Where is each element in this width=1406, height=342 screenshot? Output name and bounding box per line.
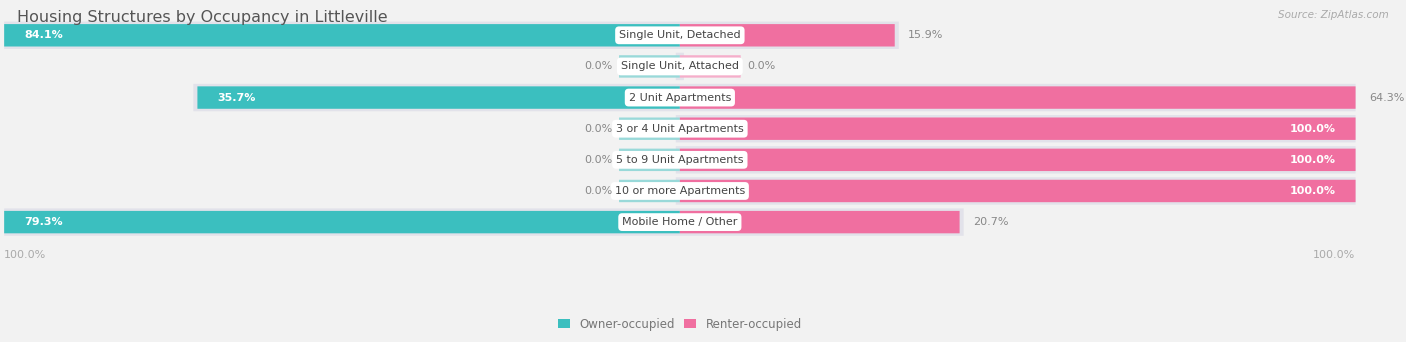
FancyBboxPatch shape — [194, 84, 1355, 111]
FancyBboxPatch shape — [4, 22, 898, 49]
Text: 100.0%: 100.0% — [1289, 155, 1336, 165]
Text: 0.0%: 0.0% — [583, 186, 612, 196]
FancyBboxPatch shape — [619, 55, 681, 78]
Text: 15.9%: 15.9% — [908, 30, 943, 40]
Text: 5 to 9 Unit Apartments: 5 to 9 Unit Apartments — [616, 155, 744, 165]
Text: 35.7%: 35.7% — [218, 93, 256, 103]
Text: 100.0%: 100.0% — [1313, 250, 1355, 260]
FancyBboxPatch shape — [681, 87, 1355, 109]
Legend: Owner-occupied, Renter-occupied: Owner-occupied, Renter-occupied — [554, 313, 807, 335]
FancyBboxPatch shape — [4, 24, 681, 47]
Text: Housing Structures by Occupancy in Littleville: Housing Structures by Occupancy in Littl… — [17, 10, 388, 25]
FancyBboxPatch shape — [681, 118, 1355, 140]
FancyBboxPatch shape — [619, 180, 681, 202]
Text: Mobile Home / Other: Mobile Home / Other — [623, 217, 738, 227]
Text: 10 or more Apartments: 10 or more Apartments — [614, 186, 745, 196]
FancyBboxPatch shape — [197, 87, 681, 109]
Text: 0.0%: 0.0% — [583, 124, 612, 134]
Text: 20.7%: 20.7% — [973, 217, 1008, 227]
Text: 100.0%: 100.0% — [1289, 124, 1336, 134]
FancyBboxPatch shape — [676, 177, 1355, 205]
Text: Single Unit, Detached: Single Unit, Detached — [619, 30, 741, 40]
Text: 0.0%: 0.0% — [583, 62, 612, 71]
FancyBboxPatch shape — [619, 118, 681, 140]
FancyBboxPatch shape — [4, 211, 681, 233]
Text: Single Unit, Attached: Single Unit, Attached — [621, 62, 740, 71]
Text: 2 Unit Apartments: 2 Unit Apartments — [628, 93, 731, 103]
FancyBboxPatch shape — [681, 180, 1355, 202]
Text: Source: ZipAtlas.com: Source: ZipAtlas.com — [1278, 10, 1389, 20]
Text: 79.3%: 79.3% — [24, 217, 63, 227]
Text: 0.0%: 0.0% — [583, 155, 612, 165]
FancyBboxPatch shape — [676, 53, 683, 80]
FancyBboxPatch shape — [681, 211, 960, 233]
FancyBboxPatch shape — [681, 24, 894, 47]
Text: 84.1%: 84.1% — [24, 30, 63, 40]
Text: 3 or 4 Unit Apartments: 3 or 4 Unit Apartments — [616, 124, 744, 134]
Text: 100.0%: 100.0% — [4, 250, 46, 260]
Text: 100.0%: 100.0% — [1289, 186, 1336, 196]
FancyBboxPatch shape — [681, 55, 741, 78]
FancyBboxPatch shape — [676, 146, 1355, 173]
FancyBboxPatch shape — [4, 208, 963, 236]
FancyBboxPatch shape — [676, 115, 1355, 142]
Text: 64.3%: 64.3% — [1369, 93, 1405, 103]
Text: 0.0%: 0.0% — [748, 62, 776, 71]
FancyBboxPatch shape — [681, 149, 1355, 171]
FancyBboxPatch shape — [619, 149, 681, 171]
